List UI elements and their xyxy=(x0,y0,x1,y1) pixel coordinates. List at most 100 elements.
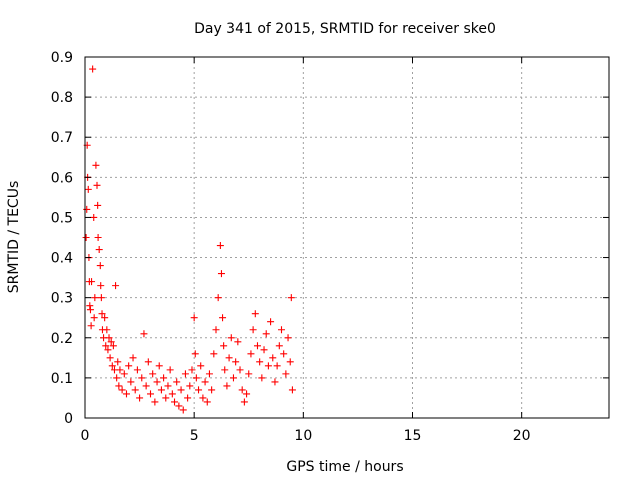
data-point xyxy=(86,306,94,314)
y-tick-label: 0.9 xyxy=(51,50,73,66)
data-point xyxy=(197,362,205,370)
data-point xyxy=(138,374,146,382)
data-point xyxy=(160,374,168,382)
data-point xyxy=(188,366,196,374)
data-point xyxy=(191,350,199,358)
data-point xyxy=(203,398,211,406)
data-point xyxy=(93,181,101,189)
data-point xyxy=(115,382,123,390)
data-point xyxy=(175,402,183,410)
data-point xyxy=(240,398,248,406)
x-tick-label: 5 xyxy=(190,428,199,444)
data-point xyxy=(136,394,144,402)
data-point xyxy=(103,326,111,334)
data-point xyxy=(201,378,209,386)
data-point xyxy=(234,338,242,346)
data-point xyxy=(273,362,281,370)
data-point xyxy=(288,386,296,394)
data-point xyxy=(220,342,228,350)
data-point xyxy=(97,294,105,302)
data-point xyxy=(286,358,294,366)
data-point xyxy=(186,382,194,390)
data-point xyxy=(253,342,261,350)
data-point xyxy=(102,342,110,350)
data-point xyxy=(164,382,172,390)
data-point xyxy=(95,246,103,254)
x-tick-label: 15 xyxy=(404,428,422,444)
axis-ticks: 0 0.1 0.2 0.3 0.4 0.5 0.6 0.7 0.8 0.9 0 5 10 15 20 xyxy=(51,50,609,444)
data-point xyxy=(97,282,105,290)
data-point xyxy=(210,350,218,358)
data-point xyxy=(247,350,255,358)
data-point xyxy=(171,398,179,406)
data-point xyxy=(221,366,229,374)
data-point xyxy=(179,406,187,414)
data-point xyxy=(256,358,264,366)
y-tick-label: 0.1 xyxy=(51,371,73,387)
data-point xyxy=(269,354,277,362)
data-point xyxy=(109,342,117,350)
data-point xyxy=(217,270,225,278)
data-point xyxy=(275,342,283,350)
data-point xyxy=(89,65,97,73)
data-point xyxy=(184,394,192,402)
data-point xyxy=(105,334,113,342)
data-point xyxy=(238,386,246,394)
data-point xyxy=(112,282,120,290)
plot-frame xyxy=(84,56,610,419)
data-point xyxy=(243,390,251,398)
data-point xyxy=(227,334,235,342)
data-point xyxy=(262,330,270,338)
data-point xyxy=(225,354,233,362)
data-point xyxy=(133,366,141,374)
y-tick-label: 0 xyxy=(64,411,73,427)
data-point xyxy=(113,374,121,382)
data-point xyxy=(166,366,174,374)
data-point xyxy=(208,386,216,394)
data-point xyxy=(205,370,213,378)
data-point xyxy=(278,326,285,334)
data-point xyxy=(284,334,292,342)
data-point xyxy=(280,350,288,358)
data-point xyxy=(192,374,200,382)
data-point xyxy=(127,378,135,386)
data-point xyxy=(94,234,102,241)
data-point xyxy=(177,386,185,394)
data-point xyxy=(173,378,181,386)
data-point xyxy=(287,294,295,302)
data-point xyxy=(144,358,152,366)
data-point xyxy=(236,366,244,374)
data-point xyxy=(181,370,189,378)
data-point xyxy=(83,205,91,213)
data-point xyxy=(131,386,139,394)
data-point xyxy=(101,314,109,322)
data-point xyxy=(199,394,207,402)
data-point xyxy=(90,314,98,322)
data-point xyxy=(98,310,106,318)
y-tick-label: 0.6 xyxy=(51,170,73,186)
data-point xyxy=(223,382,231,390)
y-tick-label: 0.3 xyxy=(51,291,73,307)
data-point xyxy=(86,302,94,310)
data-point xyxy=(153,378,161,386)
data-point xyxy=(96,262,104,270)
x-tick-label: 10 xyxy=(294,428,312,444)
data-point xyxy=(87,322,95,330)
data-point xyxy=(120,370,128,378)
data-point xyxy=(107,338,115,346)
chart-title: Day 341 of 2015, SRMTID for receiver ske… xyxy=(194,21,496,37)
x-axis-label: GPS time / hours xyxy=(286,459,403,475)
data-point xyxy=(108,362,116,370)
y-tick-label: 0.4 xyxy=(51,251,73,267)
data-point xyxy=(212,326,220,334)
data-point xyxy=(82,234,90,241)
y-tick-label: 0.2 xyxy=(51,331,73,347)
data-point xyxy=(271,378,279,386)
data-point xyxy=(232,358,240,366)
data-point xyxy=(190,314,198,322)
data-point xyxy=(129,354,137,362)
data-point xyxy=(90,213,98,221)
data-point xyxy=(195,386,203,394)
data-point xyxy=(249,326,257,334)
